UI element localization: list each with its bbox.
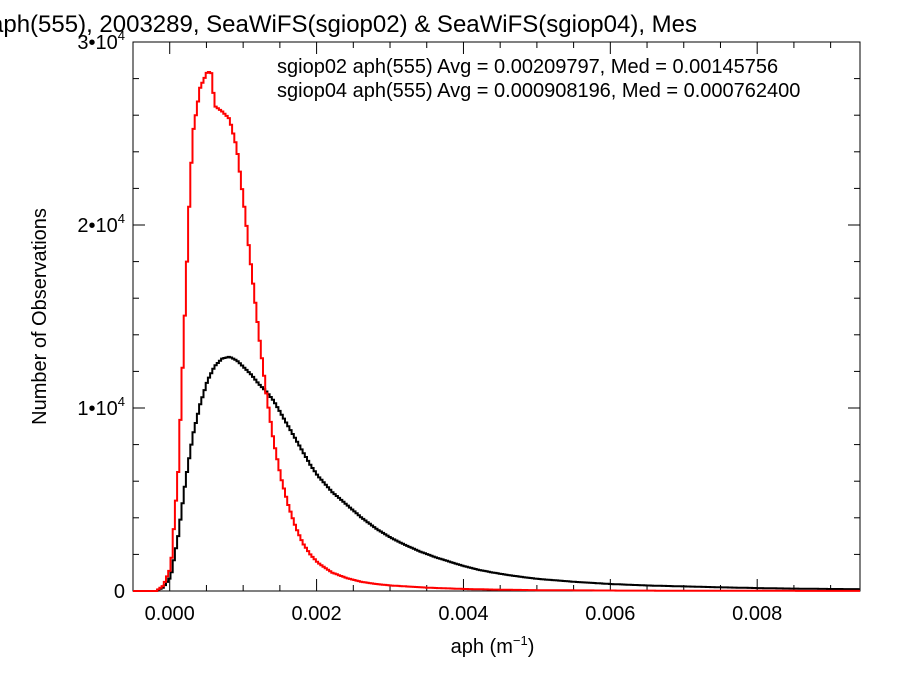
x-tick-label: 0.004	[438, 603, 488, 625]
legend-entry-sgiop04: sgiop04 aph(555) Avg = 0.000908196, Med …	[277, 80, 800, 102]
y-tick-label: 2•104	[77, 211, 125, 237]
x-tick-label: 0.000	[145, 603, 195, 625]
x-axis-label-close: )	[528, 636, 535, 658]
y-tick-label: 3•104	[77, 28, 125, 54]
series-layer	[133, 71, 860, 592]
series-line-0	[133, 355, 860, 592]
y-tick-label-base: 2•10	[77, 215, 117, 237]
y-axis-label: Number of Observations	[29, 208, 51, 425]
y-tick-label-exponent: 4	[118, 211, 125, 226]
y-tick-label-exponent: 4	[118, 28, 125, 43]
y-tick-label: 0	[114, 581, 125, 603]
y-tick-label-base: 0	[114, 581, 125, 603]
legend-entry-sgiop02: sgiop02 aph(555) Avg = 0.00209797, Med =…	[277, 56, 778, 78]
x-tick-label: 0.008	[732, 603, 782, 625]
plot-frame	[132, 41, 861, 592]
x-axis-label-base: aph (m	[451, 636, 513, 658]
y-tick-label: 1•104	[77, 394, 125, 420]
x-tick-label: 0.002	[292, 603, 342, 625]
x-axis-label-exponent: −1	[513, 633, 528, 648]
x-tick-label: 0.006	[585, 603, 635, 625]
y-tick-label-exponent: 4	[118, 394, 125, 409]
series-line-1	[133, 71, 860, 592]
x-axis-label: aph (m−1)	[451, 633, 535, 658]
y-tick-label-base: 3•10	[77, 32, 117, 54]
y-tick-label-base: 1•10	[77, 398, 117, 420]
x-axis-ticks: 0.000 0.002 0.004 0.006 0.008	[132, 42, 832, 625]
chart-title: aph(555), 2003289, SeaWiFS(sgiop02) & Se…	[0, 11, 697, 38]
